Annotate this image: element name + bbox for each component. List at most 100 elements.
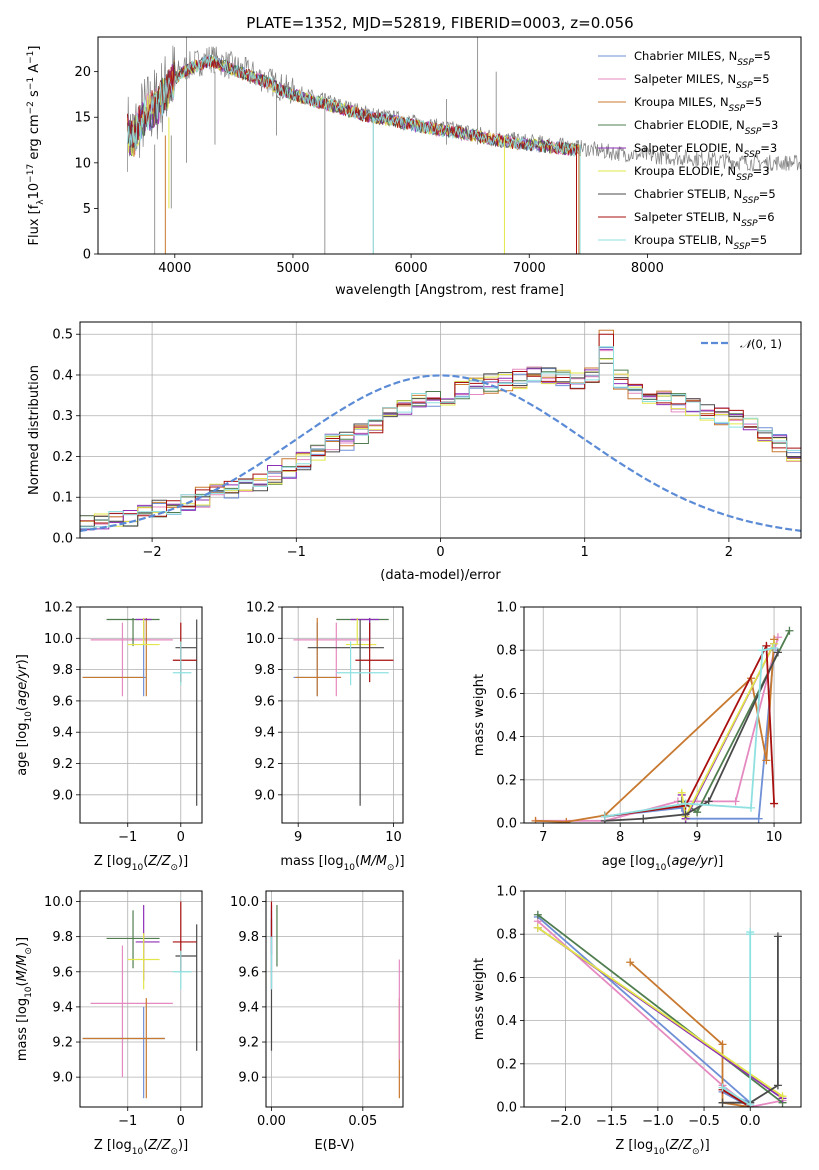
weight-point-marker (785, 626, 794, 635)
y-tick-label: 0.8 (496, 928, 517, 943)
weight-point-marker (600, 812, 609, 821)
legend-label: Chabrier ELODIE, NSSP=3 (634, 118, 778, 137)
weight-point-marker (773, 932, 782, 941)
weight-series-line (722, 932, 752, 1107)
y-tick-label: 0.0 (496, 817, 517, 832)
weight-point-marker (762, 641, 771, 650)
y-tick-label: 10.0 (230, 895, 259, 910)
x-tick-label: 10 (385, 830, 402, 845)
x-tick-label: 1 (581, 545, 589, 560)
y-tick-label: 10.0 (246, 632, 275, 647)
y-tick-label: 0.2 (496, 773, 517, 788)
histogram-step-line (80, 333, 801, 524)
y-axis-label: Flux [fλ10−17 erg cm−2 s−1 A−1] (26, 46, 46, 246)
y-tick-label: 0.5 (52, 328, 73, 343)
legend-label: Salpeter ELODIE, NSSP=3 (634, 141, 777, 160)
y-tick-label: 0.0 (496, 1101, 517, 1116)
y-tick-label: 0.0 (52, 532, 73, 547)
x-tick-label: −0.5 (688, 1114, 720, 1129)
legend-label: Salpeter STELIB, NSSP=6 (634, 210, 775, 229)
x-axis-label: Z [log10(Z/Z⊙)] (94, 1138, 188, 1157)
weight-point-marker (770, 799, 779, 808)
weight-point-marker (639, 814, 648, 823)
y-tick-label: 10.2 (246, 601, 275, 616)
weight-series-line (604, 650, 775, 820)
y-tick-label: 5 (83, 202, 91, 217)
x-tick-label: −2.0 (550, 1114, 582, 1129)
x-tick-label: −1 (118, 830, 137, 845)
weight-point-marker (693, 808, 702, 817)
x-tick-label: 6000 (395, 261, 428, 276)
y-axis-label: age [log10(age/yr)] (15, 654, 34, 776)
weight-series-line (537, 926, 784, 1097)
normal-curve-line (80, 374, 801, 532)
y-tick-label: 9.0 (238, 1071, 259, 1086)
y-tick-label: 15 (74, 111, 91, 126)
spectrum-panel: 4000 5000 6000 7000 8000 0 5 10 15 20 wavelength [… (26, 36, 802, 298)
x-tick-label: 2 (725, 545, 733, 560)
weight-point-marker (562, 817, 571, 823)
spectrum-lines (127, 37, 801, 254)
axes-frame (281, 606, 404, 824)
errorbar-marks (270, 901, 400, 1099)
x-axis-label: age [log10(age/yr)] (602, 854, 724, 873)
y-tick-label: 1.0 (496, 885, 517, 900)
y-tick-label: 9.4 (238, 1000, 259, 1015)
x-tick-label: 10 (766, 830, 783, 845)
age-vs-mass-panel: 9 10 9.0 9.2 9.4 9.6 9.8 10.0 10.2 mass [log10(M/… (246, 601, 405, 874)
y-tick-label: 20 (74, 65, 91, 80)
y-tick-label: 9.0 (254, 788, 275, 803)
x-tick-label: 9 (693, 830, 701, 845)
y-tick-label: 0.1 (52, 491, 73, 506)
y-tick-label: 0.4 (496, 730, 517, 745)
y-tick-label: 0.6 (496, 971, 517, 986)
weight-point-marker (746, 1100, 755, 1107)
x-tick-label: 5000 (276, 261, 309, 276)
legend-label: 𝒩(0, 1) (740, 337, 782, 351)
weight-series-line (722, 1088, 751, 1107)
histogram-lines (80, 329, 801, 532)
y-tick-label: 0.6 (496, 687, 517, 702)
x-axis-label: Z [log10(Z/Z⊙)] (94, 854, 188, 873)
weight-point-marker (731, 797, 740, 806)
x-tick-label: 0.05 (348, 1114, 377, 1129)
y-tick-label: 9.8 (52, 663, 73, 678)
y-tick-label: 10.0 (44, 632, 73, 647)
y-tick-label: 0 (83, 248, 91, 263)
weight-point-marker (531, 816, 540, 823)
y-tick-label: 9.4 (52, 1000, 73, 1015)
weight-point-marker (758, 646, 767, 655)
x-tick-label: 4000 (158, 261, 191, 276)
weight-point-marker (533, 910, 542, 919)
x-axis-label: E(B-V) (314, 1138, 354, 1153)
y-tick-label: 10.2 (44, 601, 73, 616)
x-axis-label: wavelength [Angstrom, rest frame] (335, 283, 564, 298)
y-tick-label: 9.6 (52, 965, 73, 980)
y-tick-label: 9.6 (254, 694, 275, 709)
axes-frame (523, 606, 802, 824)
y-tick-label: 9.0 (52, 788, 73, 803)
y-tick-label: 9.8 (238, 930, 259, 945)
y-tick-label: 9.4 (254, 726, 275, 741)
x-tick-label: 8 (616, 830, 624, 845)
weight-point-marker (704, 797, 713, 806)
legend-label: Chabrier STELIB, NSSP=5 (634, 187, 776, 206)
weight-series-line (629, 961, 751, 1107)
y-tick-label: 9.0 (52, 1071, 73, 1086)
weight-point-marker (681, 810, 690, 819)
y-axis-label: mass [log10(M/M⊙)] (15, 937, 34, 1061)
x-tick-label: 0 (177, 830, 185, 845)
axes-frame (79, 606, 203, 824)
figure-title: PLATE=1352, MJD=52819, FIBERID=0003, z=0… (246, 14, 633, 32)
age-vs-metallicity-panel: −1 0 9.0 9.2 9.4 9.6 9.8 10.0 10.2 Z [log10(Z/Z⊙)… (15, 601, 203, 873)
weight-point-marker (677, 788, 686, 797)
x-tick-label: 8000 (631, 261, 664, 276)
weight-point-marker (533, 923, 542, 932)
weight-point-marker (746, 803, 755, 812)
weight-point-marker (754, 814, 763, 823)
legend-label: Kroupa MILES, NSSP=5 (634, 95, 762, 114)
x-axis-label: Z [log10(Z/Z⊙)] (615, 1138, 709, 1157)
y-tick-label: 9.4 (52, 726, 73, 741)
mass-vs-metallicity-panel: −1 0 9.0 9.2 9.4 9.6 9.8 10.0 Z [log10(Z/Z⊙)] mas… (15, 890, 203, 1157)
y-tick-label: 10.0 (44, 895, 73, 910)
